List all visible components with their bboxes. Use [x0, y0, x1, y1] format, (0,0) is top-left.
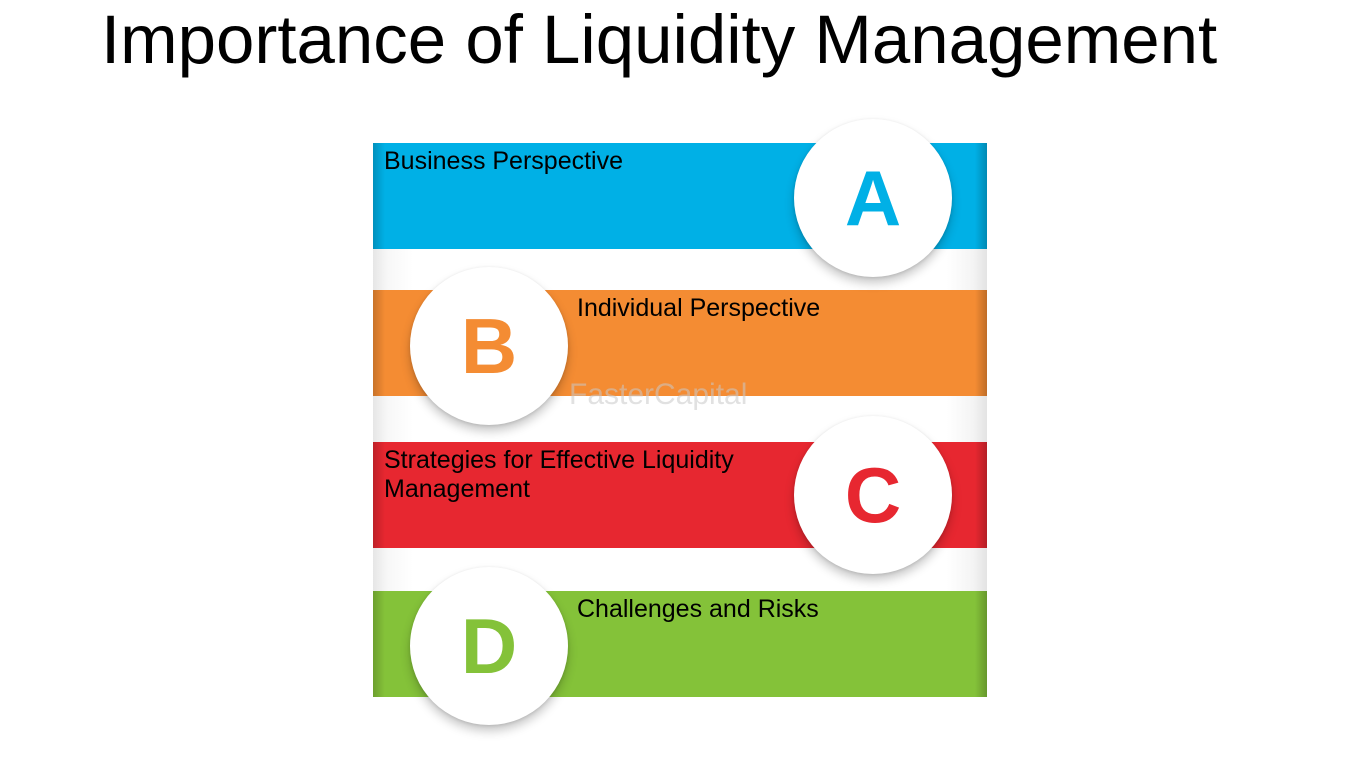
band-c-label: Strategies for Effective Liquidity Manag…	[384, 446, 734, 503]
band-d-label: Challenges and Risks	[577, 595, 819, 623]
letter-step-diagram: Business Perspective Individual Perspect…	[373, 119, 987, 725]
badge-b: B	[410, 267, 568, 425]
page-title: Importance of Liquidity Management	[101, 1, 1218, 78]
badge-a-letter: A	[844, 154, 902, 242]
badge-d: D	[410, 567, 568, 725]
badge-c-letter: C	[844, 451, 902, 539]
badge-b-letter: B	[460, 302, 518, 390]
badge-c: C	[794, 416, 952, 574]
watermark-text: FasterCapital	[569, 378, 748, 411]
badge-d-letter: D	[460, 602, 518, 690]
band-b-label: Individual Perspective	[577, 294, 821, 322]
band-a-label: Business Perspective	[384, 147, 624, 175]
badge-a: A	[794, 119, 952, 277]
